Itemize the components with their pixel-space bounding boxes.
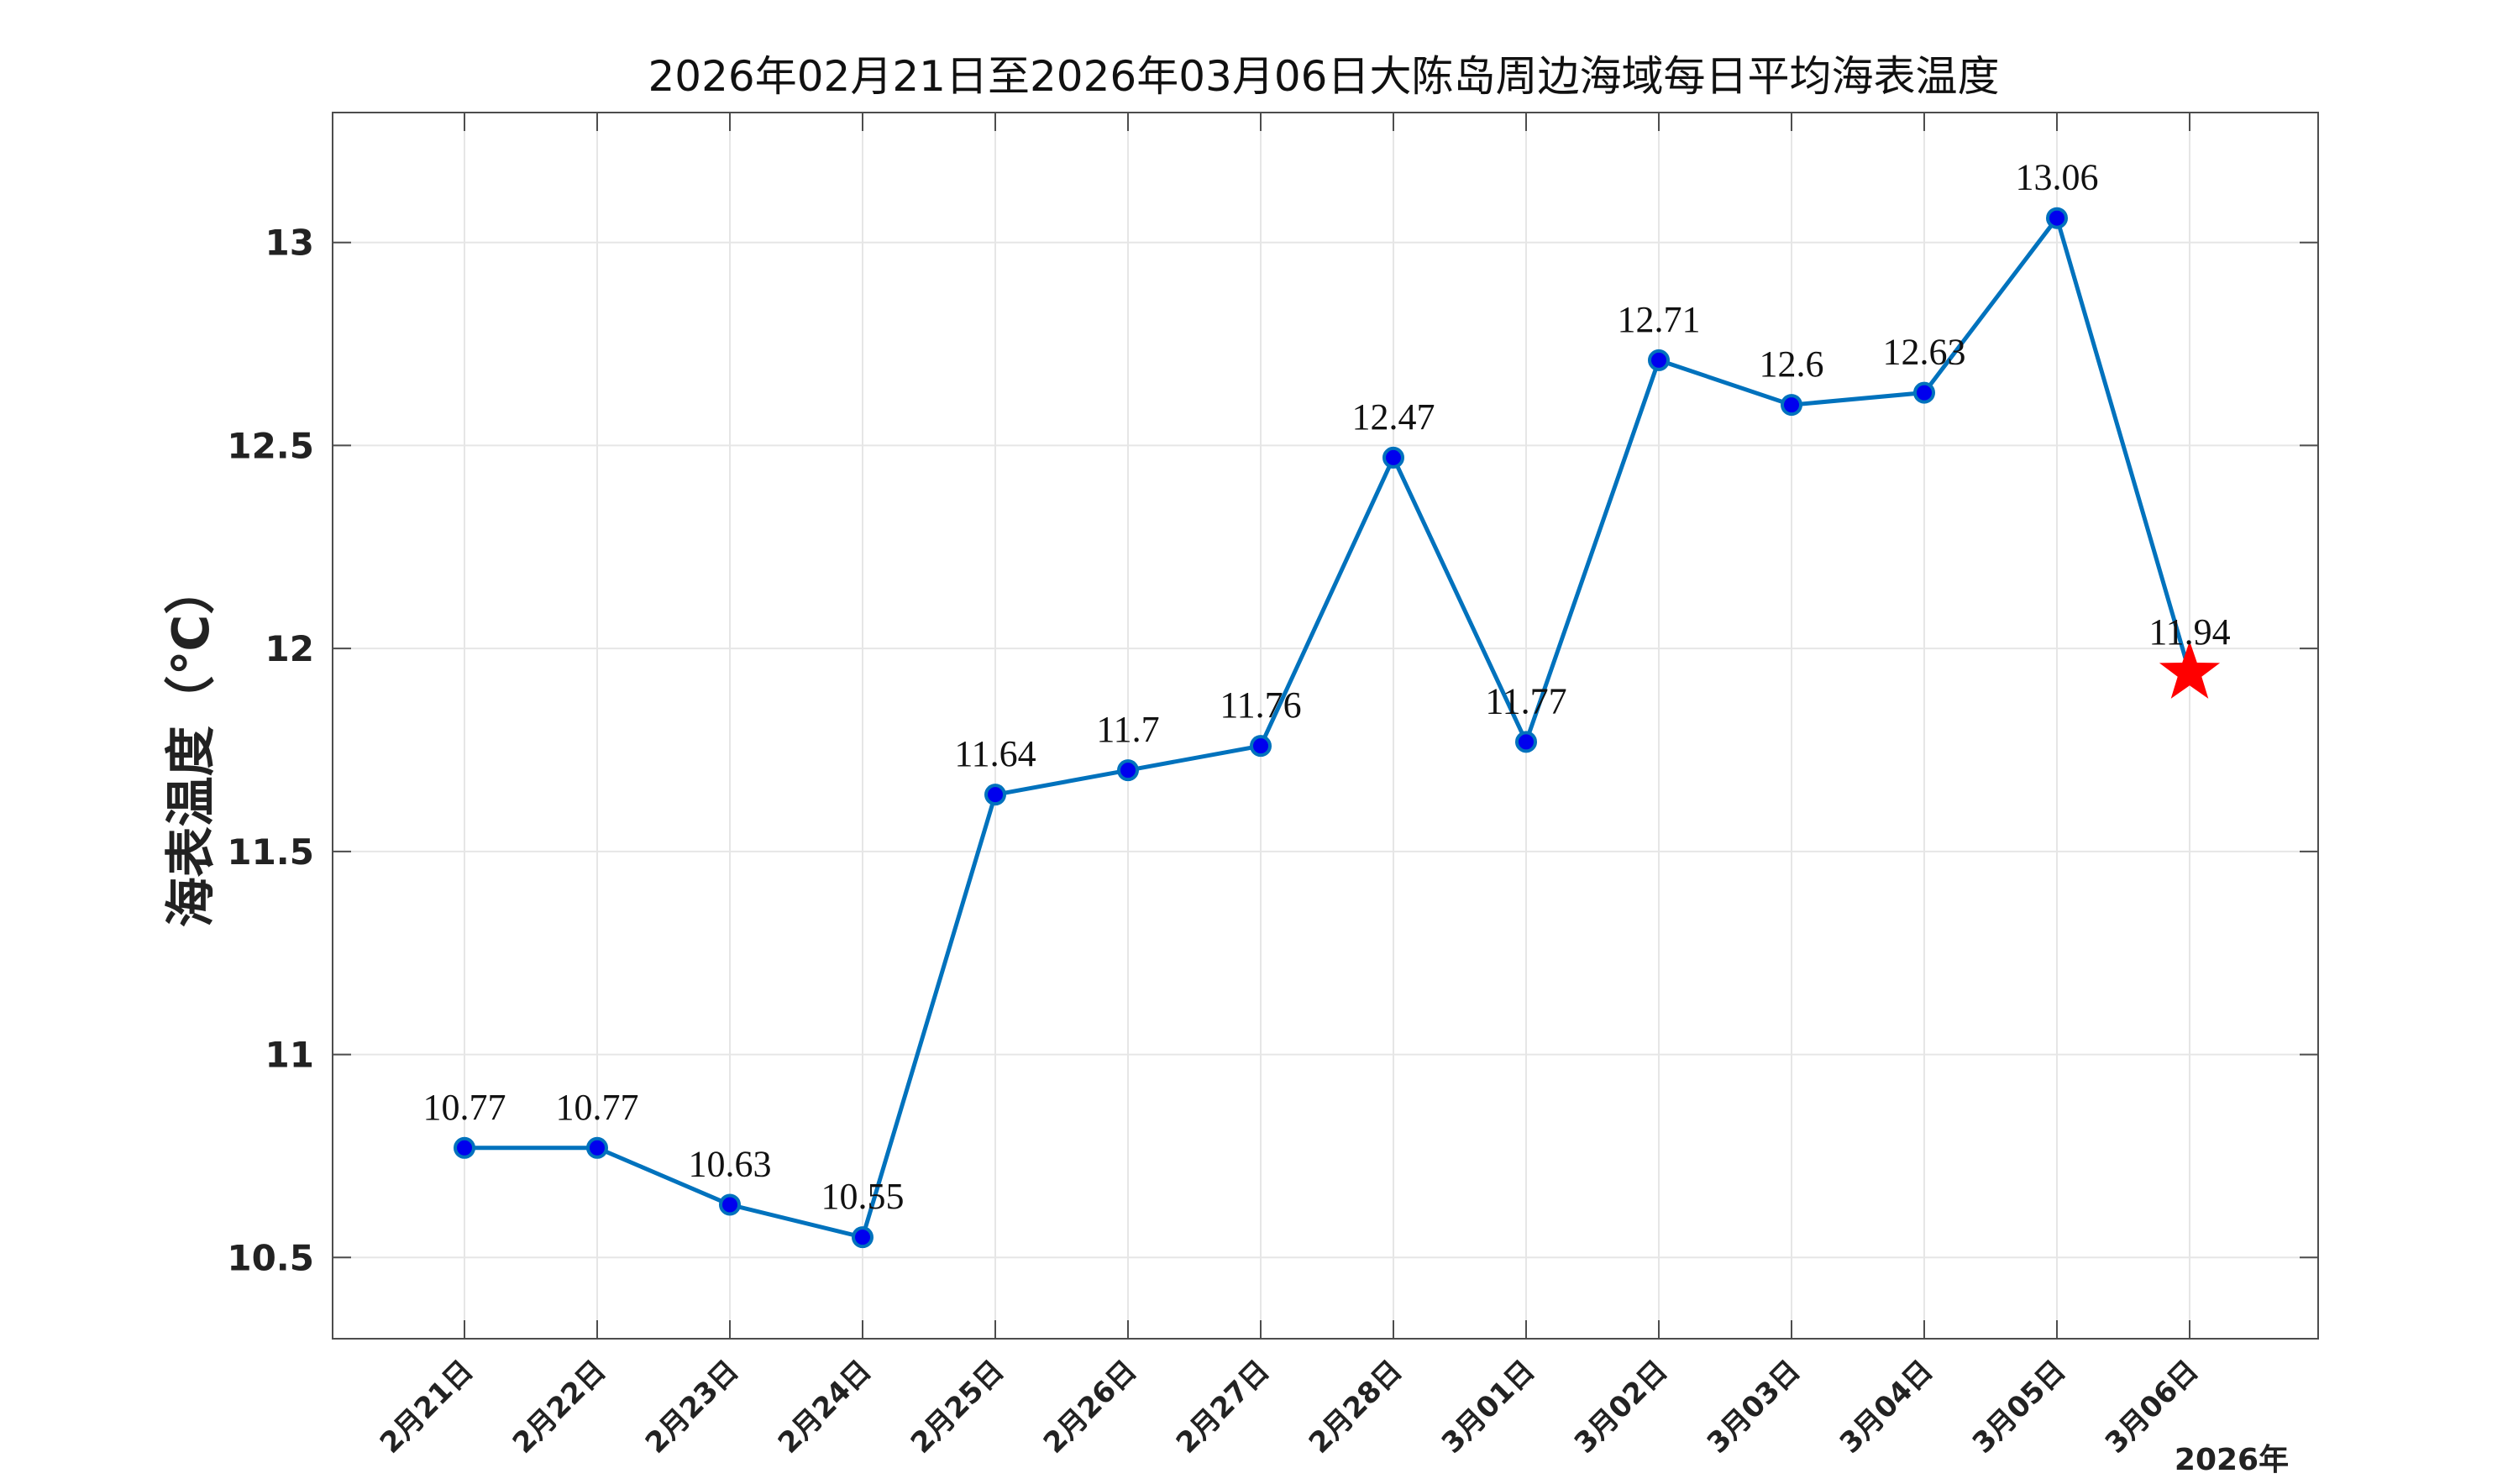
data-point xyxy=(1648,349,1670,371)
x-tick-label: 2月23日 xyxy=(639,1354,746,1460)
x-tick-label: 3月01日 xyxy=(1435,1354,1542,1460)
x-tick-label: 3月05日 xyxy=(1966,1354,2073,1460)
y-axis-label: 海表温度（℃） xyxy=(162,564,221,928)
x-tick-label: 2月24日 xyxy=(772,1354,879,1460)
axis-ticks xyxy=(333,113,2318,1339)
data-point xyxy=(984,784,1006,806)
x-tick-label: 2月25日 xyxy=(905,1354,1011,1460)
series-line xyxy=(464,216,2192,1240)
data-label: 11.77 xyxy=(1485,680,1566,721)
x-tick-label: 3月02日 xyxy=(1568,1354,1675,1460)
x-tick-label: 2月27日 xyxy=(1170,1354,1277,1460)
data-point xyxy=(2046,207,2068,229)
year-label: 2026年 xyxy=(2175,1443,2289,1477)
y-tick-label: 11 xyxy=(265,1035,314,1076)
data-label: 11.64 xyxy=(954,733,1036,774)
plot-area xyxy=(332,112,2319,1340)
data-label: 12.63 xyxy=(1883,332,1966,373)
data-label: 11.7 xyxy=(1096,709,1159,750)
y-tick-label: 12 xyxy=(265,628,314,669)
x-tick-label: 2月28日 xyxy=(1303,1354,1409,1460)
data-point xyxy=(852,1226,874,1249)
x-tick-label: 2月26日 xyxy=(1037,1354,1144,1460)
y-tick-label: 13 xyxy=(265,223,314,264)
data-label: 13.06 xyxy=(2016,157,2099,198)
data-point xyxy=(1117,759,1139,782)
data-label: 10.77 xyxy=(423,1087,506,1128)
data-point xyxy=(1250,735,1272,758)
data-label: 12.47 xyxy=(1352,396,1435,438)
data-label: 10.63 xyxy=(689,1143,772,1184)
data-point xyxy=(454,1136,475,1159)
y-tick-label: 11.5 xyxy=(227,831,314,873)
data-point xyxy=(1382,446,1404,469)
x-tick-labels: 2月21日 2月22日 2月23日 2月24日 2月25日 2月26日 2月27日 2月28日… xyxy=(374,1354,2206,1460)
grid-lines xyxy=(333,113,2318,1339)
y-tick-label: 12.5 xyxy=(227,425,314,466)
x-tick-label: 2月22日 xyxy=(506,1354,613,1460)
x-tick-label: 3月04日 xyxy=(1834,1354,1940,1460)
data-label: 10.55 xyxy=(821,1176,905,1217)
data-point xyxy=(586,1136,608,1159)
y-tick-label: 10.5 xyxy=(227,1237,314,1278)
chart-title: 2026年02月21日至2026年03月06日大陈岛周边海域每日平均海表温度 xyxy=(648,52,2000,101)
data-point xyxy=(1781,394,1802,417)
data-point xyxy=(1913,381,1935,404)
x-tick-label: 3月03日 xyxy=(1701,1354,1807,1460)
series-sst xyxy=(454,207,2221,1249)
data-label: 12.6 xyxy=(1760,343,1824,385)
data-point xyxy=(719,1193,741,1216)
data-label: 12.71 xyxy=(1618,299,1701,340)
data-point xyxy=(1515,731,1537,753)
x-tick-label: 2月21日 xyxy=(374,1354,480,1460)
data-label: 11.76 xyxy=(1220,684,1301,726)
data-label: 10.77 xyxy=(556,1087,639,1128)
data-labels: 10.77 10.77 10.63 10.55 11.64 11.7 11.76 12.47 1… xyxy=(423,157,2231,1217)
data-label: 11.94 xyxy=(2148,611,2230,653)
y-tick-labels: 10.5 11 11.5 12 12.5 13 xyxy=(227,223,314,1279)
forecast-star-marker xyxy=(2159,641,2221,699)
